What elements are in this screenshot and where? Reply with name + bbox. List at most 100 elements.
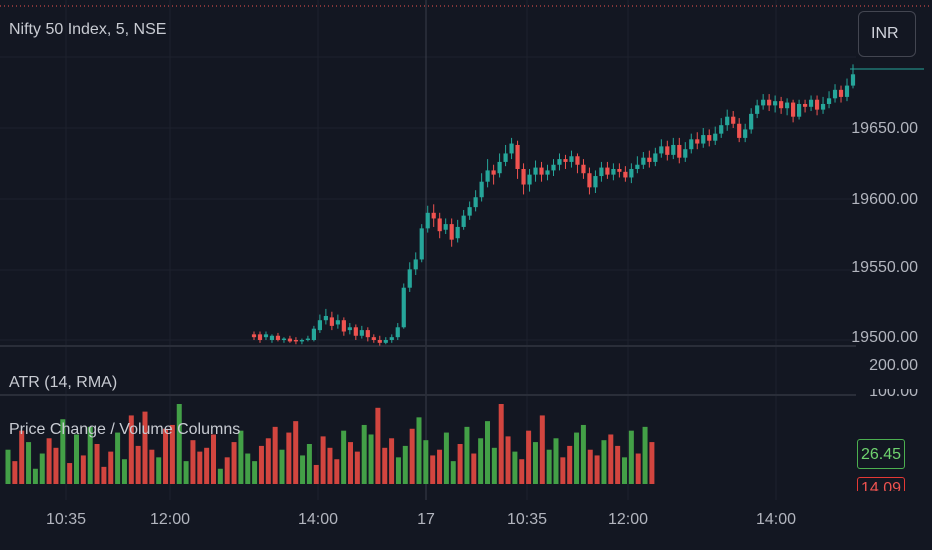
volume-column — [306, 444, 312, 484]
volume-column — [204, 447, 210, 484]
volume-column — [580, 424, 586, 484]
candle-body — [473, 197, 478, 208]
candle-body — [539, 167, 544, 175]
candle-body — [749, 113, 754, 130]
volume-column — [642, 426, 648, 484]
candle-body — [347, 327, 352, 331]
candle-body — [407, 269, 412, 288]
volume-column — [594, 455, 600, 484]
chart-grid — [0, 0, 856, 500]
volume-column — [190, 440, 196, 484]
volume-column — [361, 424, 367, 484]
volume-column — [546, 449, 552, 484]
candle-body — [263, 334, 269, 338]
candle-body — [629, 168, 634, 178]
volume-column — [341, 430, 347, 484]
candle-body — [431, 212, 436, 219]
volume-column — [231, 442, 237, 484]
volume-column — [272, 426, 278, 484]
volume-column — [128, 415, 134, 484]
candle-body — [299, 340, 305, 342]
candle-body — [437, 218, 442, 232]
volume-column — [375, 407, 381, 484]
volume-columns-series — [5, 404, 655, 484]
candle-body — [713, 133, 718, 141]
volume-column — [423, 440, 429, 484]
volume-column — [560, 457, 566, 484]
candle-body — [737, 123, 742, 138]
candle-body — [581, 164, 586, 174]
volume-column — [498, 404, 504, 484]
candle-body — [449, 224, 454, 240]
candle-body — [293, 340, 299, 342]
volume-column — [293, 421, 299, 484]
volume-column — [334, 459, 340, 484]
volume-column — [46, 438, 52, 484]
last-volume-badge: 26.45 — [857, 439, 905, 469]
candle-body — [359, 330, 364, 336]
candle-body — [599, 167, 604, 177]
candle-body — [395, 327, 400, 338]
candle-body — [802, 103, 808, 107]
time-axis-label: 10:35 — [45, 511, 87, 528]
volume-column — [382, 447, 388, 484]
symbol-title[interactable]: Nifty 50 Index, 5, NSE — [9, 21, 167, 38]
candle-body — [719, 125, 724, 134]
candle-body — [455, 226, 460, 239]
volume-column — [628, 430, 634, 484]
volume-column — [163, 428, 169, 484]
candle-body — [826, 98, 832, 104]
volume-column — [142, 411, 148, 484]
candle-body — [557, 159, 562, 165]
volume-column — [402, 445, 408, 484]
candle-body — [605, 167, 610, 175]
volume-column — [5, 449, 11, 484]
candle-body — [785, 102, 790, 109]
volume-column — [197, 451, 203, 484]
volume-column — [471, 453, 477, 484]
candle-body — [485, 170, 490, 182]
candle-body — [767, 99, 772, 106]
time-axis-label: 10:35 — [506, 511, 548, 528]
candle-body — [623, 171, 628, 178]
candle-body — [575, 156, 580, 165]
candle-body — [665, 146, 670, 155]
time-axis-label: 12:00 — [607, 511, 649, 528]
price-axis-label: 19600.00 — [851, 191, 918, 208]
volume-column — [389, 438, 395, 484]
candle-body — [461, 215, 466, 227]
volume-column — [519, 459, 525, 484]
candle-body — [533, 167, 538, 175]
candle-body — [317, 320, 322, 331]
volume-column — [67, 463, 73, 484]
volume-column — [60, 419, 66, 484]
candle-body — [335, 320, 340, 325]
atr-axis-label: 200.00 — [869, 357, 918, 374]
candle-body — [269, 335, 275, 340]
candle-body — [491, 170, 496, 175]
atr-indicator-label[interactable]: ATR (14, RMA) — [9, 374, 118, 391]
candle-body — [419, 228, 424, 260]
volume-column — [395, 457, 401, 484]
candle-body — [755, 105, 760, 114]
volume-indicator-label[interactable]: Price Change / Volume Columns — [9, 421, 241, 438]
volume-column — [217, 468, 223, 484]
volume-column — [245, 453, 251, 484]
volume-column — [416, 417, 422, 484]
candle-body — [545, 170, 550, 175]
candle-body — [563, 159, 568, 162]
volume-column — [19, 430, 25, 484]
candle-body — [425, 212, 430, 229]
candle-body — [689, 139, 694, 150]
candle-body — [467, 207, 472, 216]
volume-column — [101, 466, 107, 484]
candle-body — [365, 330, 370, 338]
candle-body — [707, 135, 712, 141]
candle-body — [257, 334, 263, 340]
volume-column — [368, 434, 374, 484]
price-axis-label: 19650.00 — [851, 120, 918, 137]
currency-selector[interactable]: INR — [858, 11, 916, 57]
volume-column — [135, 445, 141, 484]
candle-body — [479, 181, 484, 198]
